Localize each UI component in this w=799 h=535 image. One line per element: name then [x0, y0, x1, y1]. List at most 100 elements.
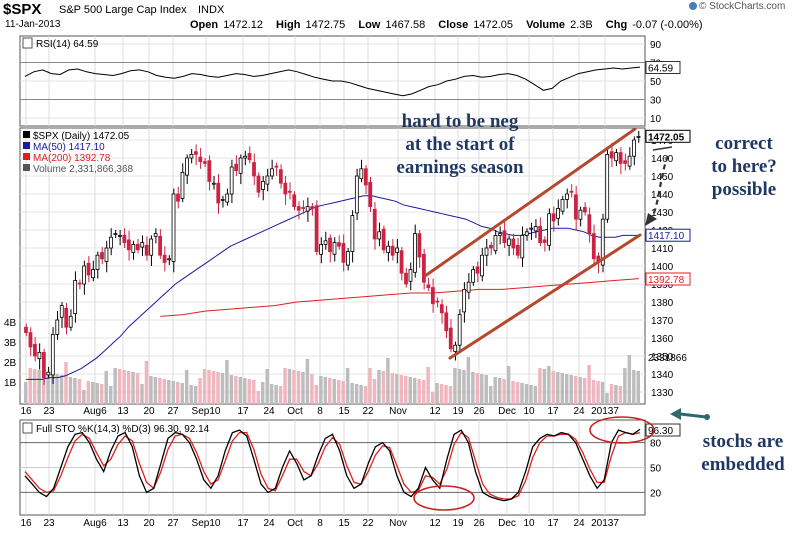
sto-x-tick-label: 8: [317, 518, 323, 529]
volume-bar: [493, 377, 497, 404]
price-candles: [24, 131, 641, 385]
candle-body: [310, 206, 315, 209]
candle-body: [104, 247, 109, 262]
volume-bar: [332, 379, 336, 404]
candle-body: [506, 238, 511, 246]
volume-bar: [225, 360, 229, 404]
rsi-panel-marker: [22, 37, 33, 49]
moving-averages: [26, 195, 639, 380]
chart-security-name: S&P 500 Large Cap Index: [59, 4, 187, 16]
volume-bar: [632, 370, 636, 404]
candle-body: [475, 266, 480, 274]
volume-bar: [609, 384, 614, 404]
price-x-tick-label: 20137: [591, 406, 619, 417]
axis-labels: 16 16 23 23 Aug6 Aug6 13 13 20 20 27 27 Sep10 Sep10 17…: [4, 129, 691, 529]
candle-body: [489, 244, 493, 249]
volume-y-tick-label: 3B: [4, 338, 17, 349]
embedded-circle: [589, 416, 655, 444]
price-y-tick-label: 1340: [651, 370, 674, 381]
volume-bar: [310, 374, 314, 404]
candle-body: [117, 234, 122, 237]
volume-bar: [55, 374, 59, 404]
annotation-line: to here?: [711, 156, 777, 177]
ma200-line: [160, 278, 639, 317]
price-legend-label: MA(200) 1392.78: [33, 153, 111, 164]
candle-body: [33, 343, 37, 357]
volume-bar: [269, 384, 274, 404]
volume-bar: [247, 379, 252, 404]
volume-bar: [444, 385, 448, 404]
sto-k-line: [24, 428, 641, 502]
price-x-tick-label: 16: [20, 406, 32, 417]
price-y-tick-label: 1360: [651, 334, 674, 345]
rsi-last-value-box: [645, 61, 681, 75]
candle-body: [515, 244, 520, 256]
annotation-line: correct: [715, 133, 773, 154]
volume-bar: [350, 383, 354, 404]
sto-x-tick-label: 13: [117, 518, 129, 529]
candle-body: [64, 307, 69, 328]
volume-y-tick-label: 1B: [4, 378, 17, 389]
candle-body: [189, 153, 194, 159]
price-x-tick-label: 17: [237, 406, 249, 417]
candle-body: [238, 157, 243, 174]
volume-bar: [547, 366, 551, 404]
candle-body: [68, 315, 73, 328]
candle-body: [484, 247, 489, 256]
correction-dashed-arrow: [650, 155, 670, 219]
volume-bar: [301, 372, 305, 404]
volume-bar: [28, 368, 32, 404]
candle-body: [256, 175, 261, 193]
candle-body: [493, 234, 498, 252]
price-x-tick-label: 15: [338, 406, 350, 417]
price-y-tick-label: 1400: [651, 262, 674, 273]
volume-bar: [390, 373, 395, 404]
price-x-tick-label: Nov: [389, 406, 407, 417]
sto-x-tick-label: 15: [338, 518, 350, 529]
candle-body: [417, 233, 422, 258]
annotation-stochs-embedded: stochs are embedded: [690, 430, 796, 476]
volume-bar: [421, 380, 426, 404]
candle-body: [542, 239, 547, 243]
volume-bar: [113, 368, 117, 404]
candle-body: [296, 206, 301, 211]
price-value-box-label: 1472.05: [648, 132, 685, 143]
volume-bar: [636, 371, 640, 404]
sto-x-tick-label: 10: [523, 518, 535, 529]
channel-upper-line: [423, 127, 637, 278]
volume-bar: [77, 379, 82, 404]
price-x-tick-label: 19: [452, 406, 464, 417]
candle-body: [91, 269, 95, 279]
candle-body: [453, 344, 458, 352]
candle-body: [533, 225, 538, 232]
candle-body: [193, 151, 198, 155]
chart-exchange: INDX: [198, 4, 225, 16]
volume-bar: [162, 379, 167, 404]
volume-bars: [24, 355, 640, 404]
candle-body: [225, 193, 230, 203]
sto-last-value-box: [645, 423, 681, 437]
panel-frames: [19, 35, 646, 516]
volume-bar: [354, 384, 359, 404]
candle-body: [149, 238, 154, 256]
volume-bar: [551, 371, 556, 404]
volume-bar: [448, 386, 453, 404]
volume-bar: [176, 382, 180, 404]
candle-body: [207, 160, 212, 182]
candle-body: [126, 239, 131, 251]
volume-bar: [189, 385, 193, 404]
candle-body: [578, 209, 583, 220]
candle-body: [574, 194, 578, 220]
volume-bar: [623, 368, 627, 404]
volume-bar: [234, 376, 238, 404]
volume-bar: [515, 382, 520, 404]
candle-body: [243, 155, 247, 159]
candle-body: [377, 231, 382, 240]
chart-ticker: $SPX: [3, 1, 42, 18]
price-x-tick-label: 20: [143, 406, 155, 417]
volume-bar: [229, 375, 234, 404]
candle-body: [55, 319, 60, 335]
sto-x-tick-label: Dec: [498, 518, 516, 529]
annotation-line: hard to be neg: [401, 111, 519, 132]
volume-bar: [256, 391, 260, 404]
